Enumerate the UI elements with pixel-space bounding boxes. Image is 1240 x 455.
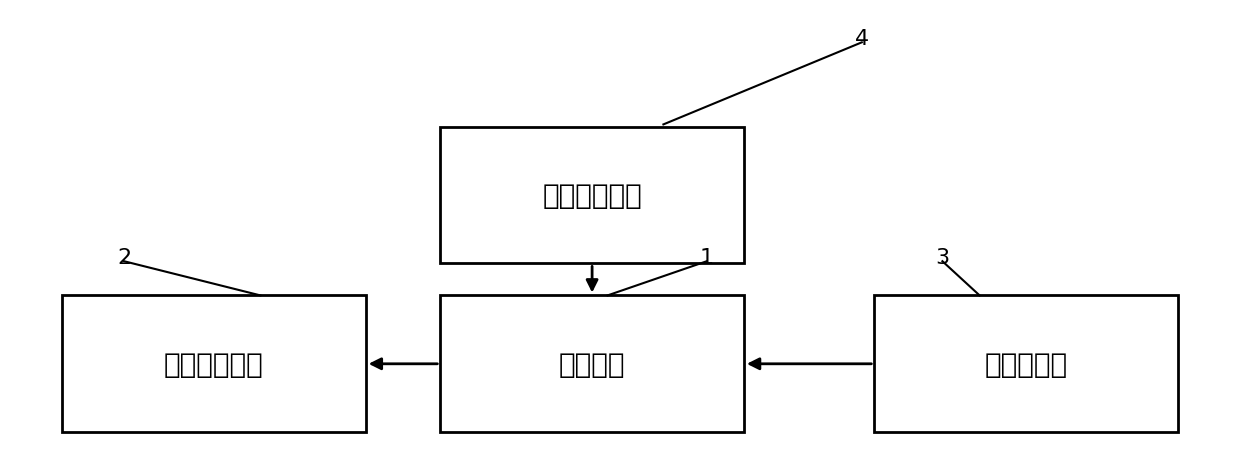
Text: 4: 4 bbox=[854, 29, 869, 49]
FancyBboxPatch shape bbox=[440, 127, 744, 264]
FancyBboxPatch shape bbox=[874, 296, 1178, 432]
FancyBboxPatch shape bbox=[62, 296, 366, 432]
Text: 电机驱动电路: 电机驱动电路 bbox=[164, 350, 264, 378]
Text: 位置传感器: 位置传感器 bbox=[985, 350, 1068, 378]
FancyBboxPatch shape bbox=[440, 296, 744, 432]
Text: 2: 2 bbox=[117, 247, 131, 267]
Text: 3: 3 bbox=[935, 247, 950, 267]
Text: 角速度传感器: 角速度传感器 bbox=[542, 182, 642, 210]
Text: 控制电路: 控制电路 bbox=[559, 350, 625, 378]
Text: 1: 1 bbox=[699, 247, 714, 267]
